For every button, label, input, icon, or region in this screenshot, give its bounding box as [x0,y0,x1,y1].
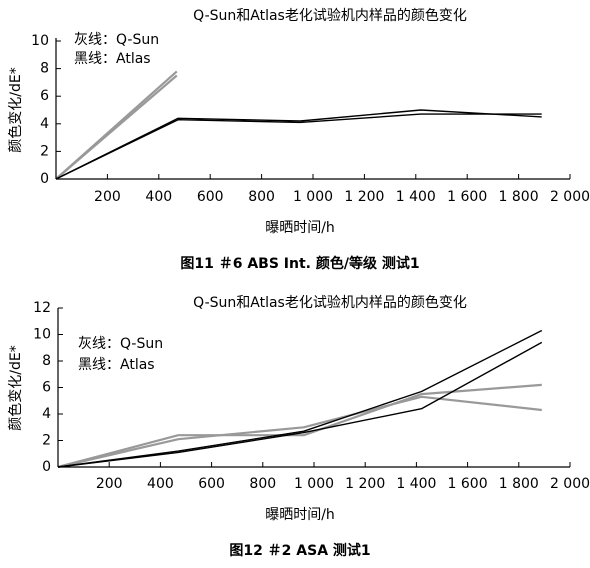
chart-2-caption: 图12 ＃2 ASA 测试1 [229,542,370,559]
chart-1-caption: 图11 ＃6 ABS Int. 颜色/等级 测试1 [180,255,419,272]
chart-1-x-tick-label: 400 [145,189,172,205]
chart-1-x-tick-label: 1 000 [293,189,333,205]
chart-2-series-line-2 [57,395,542,469]
chart-2-y-tick-label: 0 [42,459,51,475]
chart-1-x-tick-label: 1 200 [344,189,384,205]
chart-2-legend-q-sun: 灰线：Q-Sun [78,336,163,352]
chart-1-y-tick-label: 10 [31,33,49,49]
chart-2-x-tick-label: 200 [96,476,123,492]
chart-2-x-tick-label: 800 [249,476,276,492]
chart-2-series-line-3 [57,329,543,468]
chart-1-y-tick-label: 0 [40,171,49,187]
chart-1-series [55,70,542,180]
chart-1-y-tick-label: 8 [40,61,49,77]
chart-2-x-axis-label: 曝晒时间/h [265,507,335,523]
chart-1-y-tick-label: 2 [40,143,49,159]
chart-1-x-tick-label: 2 000 [550,189,590,205]
chart-2-x-tick-label: 2 000 [550,476,590,492]
chart-2-x-tick-label: 1 000 [294,476,334,492]
chart-1-y-tick-label: 4 [40,116,49,132]
chart-2-x-tick-label: 1 600 [448,476,488,492]
chart-1-x-tick-label: 1 800 [499,189,539,205]
chart-2-series-line-4 [57,341,543,468]
chart-1: Q-Sun和Atlas老化试验机内样品的颜色变化 颜色变化/dE* 曝晒时间/h… [7,7,590,272]
chart-2-y-tick-label: 12 [33,300,51,316]
chart-1-x-tick-label: 1 400 [396,189,436,205]
chart-2-x-tick-label: 1 400 [396,476,436,492]
chart-2-y-axis-label: 颜色变化/dE* [7,345,24,430]
chart-1-x-tick-label: 800 [248,189,275,205]
chart-2-ticks: 0 2 4 6 8 10 12 200 400 600 800 1 000 1 200 1 400 1 60… [33,300,590,492]
chart-2-y-tick-label: 8 [42,353,51,369]
chart-2-legend-atlas: 黑线：Atlas [78,357,155,373]
chart-2-series-line-1 [57,383,542,469]
chart-2-y-tick-label: 2 [42,433,51,449]
chart-1-ticks: 0 2 4 6 8 10 200 400 600 800 1 000 1 200 1 400 1 600 1… [31,33,590,205]
chart-1-y-tick-label: 6 [40,88,49,104]
chart-2-y-tick-label: 4 [42,406,51,422]
chart-1-x-axis-label: 曝晒时间/h [265,220,335,236]
chart-1-title: Q-Sun和Atlas老化试验机内样品的颜色变化 [193,7,467,24]
chart-2: Q-Sun和Atlas老化试验机内样品的颜色变化 颜色变化/dE* 曝晒时间/h… [7,294,590,559]
chart-2-title: Q-Sun和Atlas老化试验机内样品的颜色变化 [193,294,467,311]
chart-1-x-tick-label: 600 [197,189,224,205]
chart-2-y-tick-label: 10 [33,327,51,343]
chart-2-x-tick-label: 400 [147,476,174,492]
chart-2-series [57,329,543,469]
chart-1-legend-q-sun: 灰线：Q-Sun [74,32,159,48]
chart-1-x-tick-label: 200 [94,189,121,205]
chart-1-legend-atlas: 黑线：Atlas [74,51,151,67]
chart-1-x-tick-label: 1 600 [447,189,487,205]
chart-2-x-tick-label: 600 [198,476,225,492]
chart-1-series-line-4 [55,113,542,180]
chart-2-x-tick-label: 1 200 [345,476,385,492]
chart-1-y-axis-label: 颜色变化/dE* [7,67,24,152]
chart-1-series-line-3 [55,109,542,180]
chart-1-series-line-2 [55,74,178,180]
chart-2-y-tick-label: 6 [42,380,51,396]
chart-2-x-tick-label: 1 800 [499,476,539,492]
